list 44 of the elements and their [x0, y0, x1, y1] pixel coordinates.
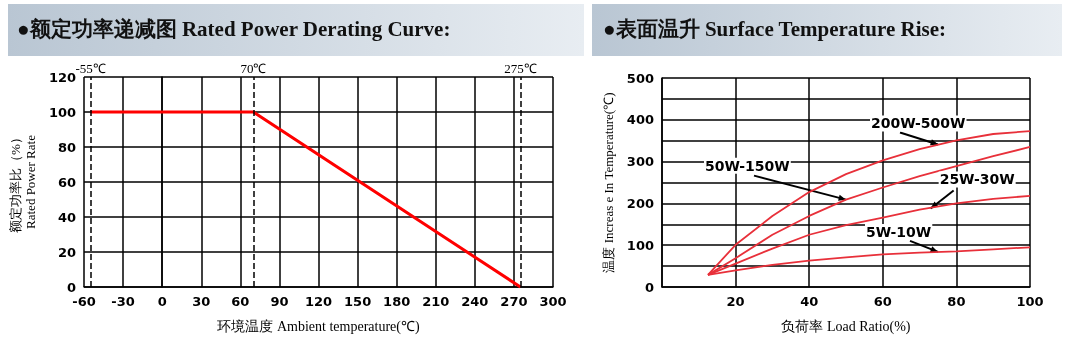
- x-tick-label: 60: [873, 294, 892, 309]
- y-axis-title: 额定功率比（%） Rated Power Rate: [8, 131, 38, 233]
- annotation: 5W-10W: [866, 223, 932, 240]
- ref-line-label: 70℃: [240, 61, 267, 76]
- y-tick-label: 80: [57, 139, 77, 155]
- y-tick-label: 20: [57, 244, 77, 260]
- y-tick-label: 0: [644, 279, 654, 295]
- x-tick-label: 240: [461, 294, 489, 309]
- x-tick-label: 210: [422, 294, 450, 309]
- x-tick-label: 80: [947, 294, 966, 309]
- x-tick-label: 40: [800, 294, 819, 309]
- chart-title: ●额定功率递减图 Rated Power Derating Curve:: [17, 16, 451, 41]
- y-tick-label: 400: [626, 112, 654, 128]
- x-tick-label: -30: [111, 294, 135, 309]
- ref-line-label: 275℃: [504, 61, 537, 76]
- x-tick-label: 150: [344, 294, 372, 309]
- y-tick-label: 500: [626, 70, 654, 86]
- y-tick-label: 100: [626, 237, 654, 253]
- x-tick-label: 0: [157, 294, 167, 309]
- y-tick-label: 120: [48, 69, 77, 85]
- y-tick-label: 40: [57, 209, 77, 225]
- x-tick-label: 20: [726, 294, 745, 309]
- ref-line-label: -55℃: [75, 61, 106, 76]
- y-tick-label: 60: [57, 174, 77, 190]
- x-axis-title: 环境温度 Ambient temperature(℃): [217, 319, 420, 335]
- x-tick-label: -60: [72, 294, 96, 309]
- x-tick-label: 30: [192, 294, 211, 309]
- y-tick-label: 300: [626, 154, 654, 170]
- y-tick-label: 100: [48, 104, 77, 120]
- x-tick-label: 100: [1016, 294, 1044, 309]
- x-tick-label: 300: [539, 294, 567, 309]
- chart-title: ●表面温升 Surface Temperature Rise:: [603, 16, 947, 41]
- annotation: 200W-500W: [871, 115, 966, 132]
- x-tick-label: 270: [500, 294, 528, 309]
- x-axis-title: 负荷率 Load Ratio(%): [781, 319, 911, 335]
- y-tick-label: 200: [626, 195, 654, 211]
- x-tick-label: 180: [383, 294, 411, 309]
- x-tick-label: 90: [270, 294, 289, 309]
- x-tick-label: 120: [304, 294, 333, 309]
- y-axis-title: 温度 Increas e In Temperature(℃): [600, 92, 616, 273]
- y-tick-label: 0: [66, 279, 77, 295]
- annotation: 50W-150W: [705, 157, 790, 174]
- x-tick-label: 60: [231, 294, 250, 309]
- annotation: 25W-30W: [939, 171, 1015, 188]
